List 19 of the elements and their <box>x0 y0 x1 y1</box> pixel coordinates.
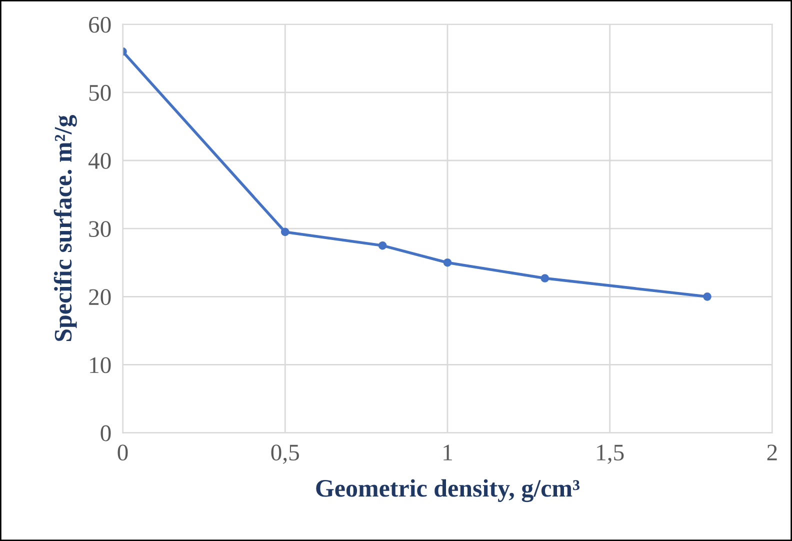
point <box>540 274 550 282</box>
x-tick-label: 0 <box>118 444 128 461</box>
y-tick-label: 60 <box>89 16 111 33</box>
point <box>280 228 290 236</box>
point <box>378 241 387 250</box>
x-axis-title: Geometric density, g/cm³ <box>316 479 580 502</box>
point <box>443 258 452 267</box>
y-tick-label: 20 <box>89 289 111 306</box>
x-tick-label: 1 <box>444 444 452 460</box>
x-tick-label: 1,5 <box>597 444 624 464</box>
y-tick-label: 30 <box>89 221 111 237</box>
point <box>703 292 712 301</box>
x-tick-label: 0,5 <box>271 444 299 464</box>
y-tick-label: 10 <box>90 357 111 374</box>
x-tick-label: 2 <box>767 444 777 460</box>
y-tick-label: 50 <box>89 84 111 101</box>
y-tick-label: 40 <box>88 152 111 169</box>
y-axis-title: Specific surface. m²/g <box>54 115 77 342</box>
y-tick-label: 0 <box>100 425 111 442</box>
